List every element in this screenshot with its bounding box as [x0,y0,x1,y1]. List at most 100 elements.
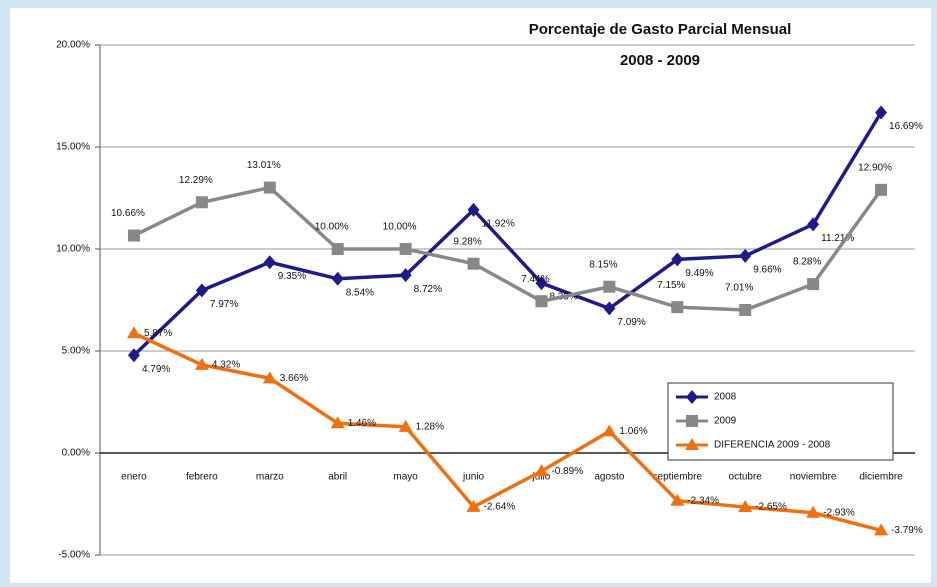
point [602,424,617,437]
point [806,505,821,518]
data-label: 13.01% [247,160,281,171]
data-label: 1.06% [619,426,647,437]
data-label: 9.49% [685,268,713,279]
x-tick-label: junio [462,472,485,483]
point [739,248,752,263]
data-label: 9.28% [453,236,481,247]
legend-label: DIFERENCIA 2009 - 2008 [714,440,831,451]
point [535,276,548,291]
point [331,243,344,255]
x-tick-label: marzo [256,472,284,483]
x-tick-label: noviembre [790,472,837,483]
data-label: -0.89% [551,466,583,477]
data-label: 8.54% [346,287,374,298]
point [195,196,208,209]
y-tick-label: 5.00% [62,346,90,357]
point [466,499,481,512]
x-tick-label: agosto [594,472,624,483]
data-label: 9.66% [753,265,781,276]
data-label: 7.09% [617,317,645,328]
legend-label: 2008 [714,392,737,403]
point [126,326,141,339]
point [467,202,480,217]
legend-marker [686,390,698,404]
data-label: -3.79% [891,525,923,536]
chart-area [10,8,931,583]
point [467,257,480,270]
point [603,280,616,293]
point [738,500,753,513]
data-label: 9.35% [278,271,306,282]
point [807,278,820,291]
point [263,181,276,194]
point [874,523,889,536]
x-tick-label: octubre [729,472,763,483]
series-line [133,185,883,312]
x-tick-label: julio [532,472,551,483]
point [739,303,752,316]
data-label: -2.93% [823,507,855,518]
data-label: 10.66% [111,208,145,219]
data-label: 7.15% [657,280,685,291]
x-tick-label: mayo [393,472,418,483]
legend-marker [686,415,698,427]
point [671,301,684,314]
data-label: 1.46% [348,418,376,429]
data-label: 16.69% [889,121,923,132]
y-tick-label: 15.00% [56,142,90,153]
x-tick-label: febrero [186,472,218,483]
x-tick-label: enero [121,472,147,483]
point [127,229,140,242]
chart-title: Porcentaje de Gasto Parcial Mensual [529,21,792,38]
data-label: 4.79% [142,364,170,375]
legend-marker [685,438,699,450]
point [399,243,412,255]
x-tick-label: septiembre [653,472,703,483]
point [875,105,888,120]
data-label: 8.28% [793,257,821,268]
point [603,301,616,316]
data-label: 4.32% [212,360,240,371]
data-label: -2.34% [687,495,719,506]
data-label: 11.92% [482,218,515,229]
y-tick-label: 20.00% [56,40,90,51]
data-label: 10.00% [383,222,417,233]
point [330,416,345,429]
x-tick-label: diciembre [859,472,903,483]
point [263,255,276,270]
point [195,283,208,298]
series-line [133,331,882,533]
data-label: 7.01% [725,283,753,294]
point [262,371,277,384]
data-label: 12.29% [179,175,213,186]
data-label: 5.87% [144,328,172,339]
point [807,217,820,232]
chart-subtitle: 2008 - 2009 [620,52,700,69]
y-tick-label: 0.00% [62,448,90,459]
point [671,252,684,267]
point [875,183,888,196]
data-label: 7.97% [210,299,238,310]
point [398,419,413,432]
y-tick-label: 10.00% [56,244,90,255]
point [535,295,548,308]
data-label: -2.65% [755,502,787,513]
x-tick-label: abril [328,472,347,483]
data-label: 11.21% [821,233,854,244]
series-line [132,111,883,357]
y-tick-label: -5.00% [58,550,90,561]
point [399,268,412,283]
data-label: 8.72% [414,284,442,295]
point [534,464,549,477]
data-label: 1.28% [416,422,444,433]
point [331,271,344,286]
legend-label: 2009 [714,416,737,427]
point [194,357,209,370]
data-label: -2.64% [484,501,516,512]
data-label: 12.90% [858,162,892,173]
data-label: 3.66% [280,373,308,384]
data-label: 8.15% [589,259,617,270]
point [670,493,685,506]
